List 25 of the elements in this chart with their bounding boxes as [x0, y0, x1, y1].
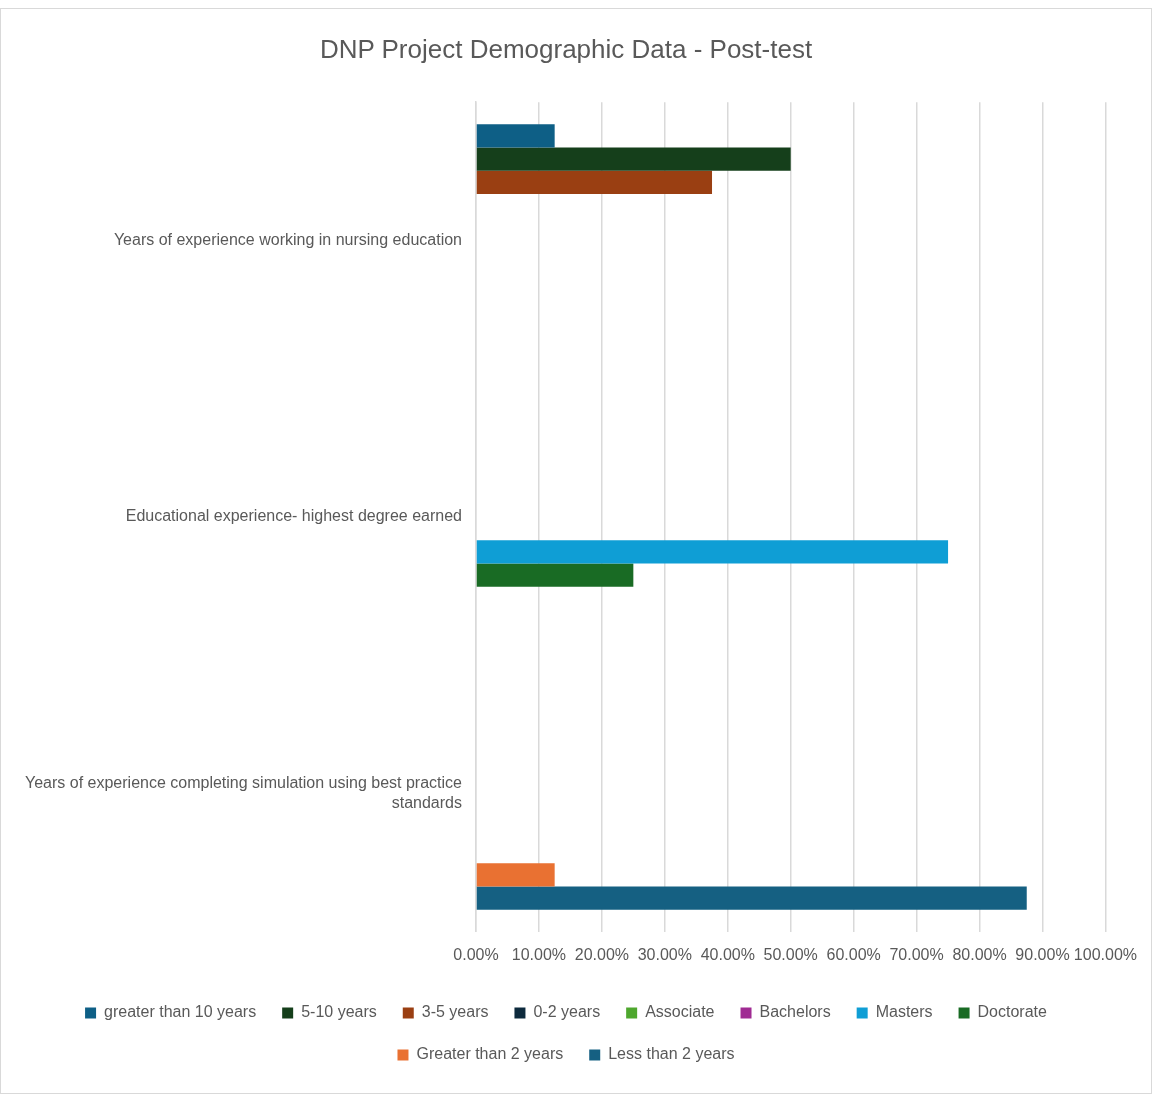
x-tick-label: 0.00%	[453, 945, 499, 963]
x-tick-label: 50.00%	[763, 945, 818, 963]
y-tick-label: Years of experience working in nursing education	[113, 230, 462, 248]
x-tick-label: 90.00%	[1015, 945, 1070, 963]
chart-title: DNP Project Demographic Data - Post-test	[319, 33, 813, 64]
legend-label: Doctorate	[977, 1003, 1048, 1021]
legend-label: Less than 2 years	[608, 1045, 735, 1063]
x-tick-label: 70.00%	[889, 945, 944, 963]
legend-label: 5-10 years	[301, 1003, 377, 1021]
legend-label: Bachelors	[759, 1003, 831, 1021]
legend-label: greater than 10 years	[104, 1003, 257, 1021]
x-tick-label: 10.00%	[511, 945, 567, 963]
legend-label: Masters	[875, 1003, 933, 1021]
legend-label: Associate	[645, 1003, 715, 1021]
x-tick-label: 80.00%	[952, 945, 1007, 963]
legend-label: 3-5 years	[421, 1003, 489, 1021]
x-tick-label: 40.00%	[700, 945, 755, 963]
y-tick-label: Years of experience completing simulation using best practice standards	[25, 774, 463, 811]
x-tick-label: 20.00%	[574, 945, 629, 963]
x-tick-label: 30.00%	[637, 945, 692, 963]
y-tick-label: Educational experience- highest degree earned	[125, 507, 462, 525]
legend-label: Greater than 2 years	[416, 1045, 564, 1063]
x-tick-label: 60.00%	[826, 945, 881, 963]
legend-label: 0-2 years	[533, 1003, 601, 1021]
x-tick-label: 100.00%	[1073, 945, 1137, 963]
